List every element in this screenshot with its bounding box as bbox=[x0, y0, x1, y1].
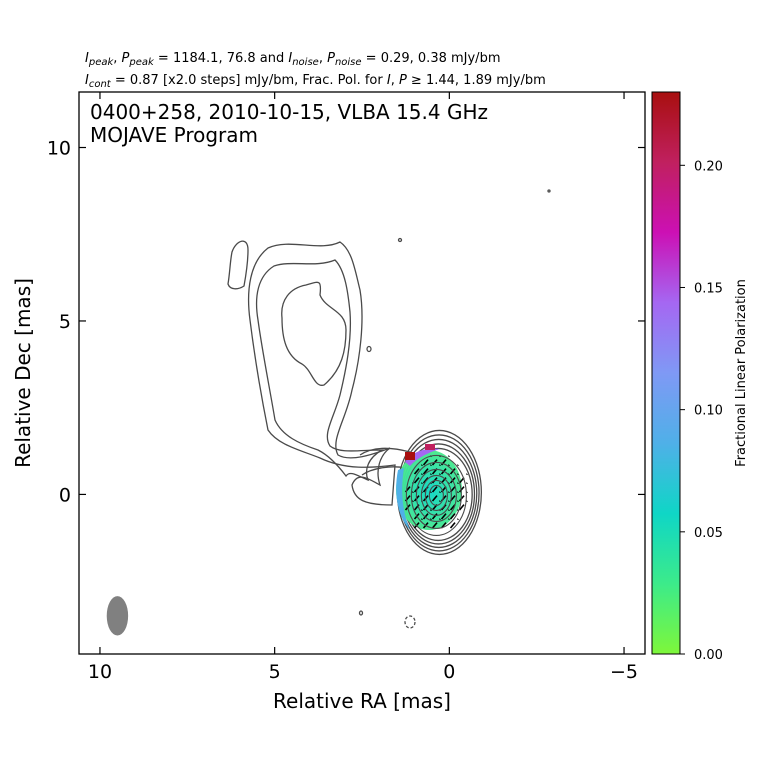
y-axis: 0 5 10 bbox=[47, 138, 645, 506]
evpa-tick bbox=[413, 473, 423, 484]
evpa-tick bbox=[431, 491, 441, 502]
core-contour-inner bbox=[420, 474, 452, 516]
evpa-tick bbox=[431, 509, 441, 520]
core-contour-inner bbox=[410, 461, 462, 529]
evpa-tick bbox=[404, 500, 414, 511]
colorbar bbox=[651, 91, 681, 655]
contour-outer-jet bbox=[247, 241, 396, 506]
evpa-tick bbox=[440, 509, 450, 520]
x-tick-label: 0 bbox=[443, 661, 455, 683]
header-line-1: Ipeak, Ppeak = 1184.1, 76.8 and Inoise, … bbox=[85, 51, 500, 68]
evpa-tick bbox=[422, 455, 432, 466]
evpa-tick bbox=[458, 500, 468, 511]
evpa-tick bbox=[431, 473, 441, 484]
y-tick-label: 10 bbox=[47, 138, 71, 160]
evpa-tick bbox=[449, 509, 459, 520]
core-contour-inner bbox=[424, 479, 448, 511]
jet-contours bbox=[227, 189, 551, 629]
header-line-2: Icont = 0.87 [x2.0 steps] mJy/bm, Frac. … bbox=[85, 73, 546, 90]
evpa-tick bbox=[431, 518, 441, 529]
beam-ellipse bbox=[106, 596, 129, 636]
evpa-tick bbox=[440, 500, 450, 511]
contour-blob-nw bbox=[227, 240, 249, 290]
x-tick-label: −5 bbox=[610, 661, 638, 683]
evpa-tick bbox=[422, 473, 432, 484]
evpa-tick bbox=[440, 518, 450, 529]
evpa-tick bbox=[422, 509, 432, 520]
evpa-tick bbox=[422, 464, 432, 475]
colorbar-tick-label: 0.00 bbox=[694, 648, 723, 663]
contour-bridge-2 bbox=[361, 466, 406, 476]
evpa-tick bbox=[449, 464, 459, 475]
evpa-tick bbox=[431, 482, 441, 493]
x-tick-label: 10 bbox=[88, 661, 112, 683]
contour-speck-1 bbox=[397, 237, 403, 243]
colorbar-tick-label: 0.20 bbox=[694, 159, 723, 174]
pol-edge-west bbox=[396, 468, 410, 530]
contour-negative bbox=[404, 615, 416, 629]
colorbar-tick-label: 0.05 bbox=[694, 526, 723, 541]
evpa-tick bbox=[413, 464, 423, 475]
contour-speck-4 bbox=[358, 610, 364, 616]
evpa-tick bbox=[413, 482, 423, 493]
core-contour-inner bbox=[415, 468, 457, 522]
plot-title-line-2: MOJAVE Program bbox=[90, 123, 258, 147]
plot-frame bbox=[78, 91, 646, 655]
x-tick-label: 5 bbox=[269, 661, 281, 683]
contour-speck-2 bbox=[366, 345, 372, 353]
y-axis-label: Relative Dec [mas] bbox=[11, 278, 35, 468]
evpa-tick bbox=[413, 491, 423, 502]
x-axis-label: Relative RA [mas] bbox=[273, 689, 451, 713]
contour-bridge-1 bbox=[359, 447, 411, 456]
plot-area bbox=[106, 189, 551, 636]
evpa-tick bbox=[440, 473, 450, 484]
pol-hot-pixel-2 bbox=[425, 444, 435, 450]
pol-hot-pixel-1 bbox=[405, 452, 415, 460]
evpa-tick bbox=[449, 518, 459, 529]
x-axis: 10 5 0 −5 bbox=[88, 92, 638, 683]
core-contour-inner bbox=[428, 484, 444, 506]
evpa-tick bbox=[413, 518, 423, 529]
evpa-tick bbox=[440, 464, 450, 475]
evpa-tick bbox=[449, 482, 459, 493]
colorbar-label: Fractional Linear Polarization bbox=[734, 279, 749, 467]
evpa-tick bbox=[449, 491, 459, 502]
colorbar-tick-label: 0.15 bbox=[694, 281, 723, 296]
evpa-tick bbox=[431, 455, 441, 466]
y-tick-label: 0 bbox=[59, 484, 71, 506]
evpa-tick bbox=[413, 509, 423, 520]
plot-title-line-1: 0400+258, 2010-10-15, VLBA 15.4 GHz bbox=[90, 100, 488, 124]
contour-jet-2 bbox=[255, 259, 385, 482]
pol-edge-north bbox=[405, 448, 440, 466]
colorbar-ticks: 0.00 0.05 0.10 0.15 0.20 bbox=[680, 159, 723, 663]
evpa-tick bbox=[422, 518, 432, 529]
core-contour-inner bbox=[405, 454, 467, 536]
evpa-tick bbox=[422, 491, 432, 502]
core-contours-inner bbox=[405, 454, 467, 536]
evpa-tick bbox=[449, 473, 459, 484]
y-tick-label: 5 bbox=[59, 311, 71, 333]
contour-jet-3 bbox=[281, 281, 347, 386]
contour-speck-3 bbox=[547, 189, 551, 193]
colorbar-tick-label: 0.10 bbox=[694, 404, 723, 419]
